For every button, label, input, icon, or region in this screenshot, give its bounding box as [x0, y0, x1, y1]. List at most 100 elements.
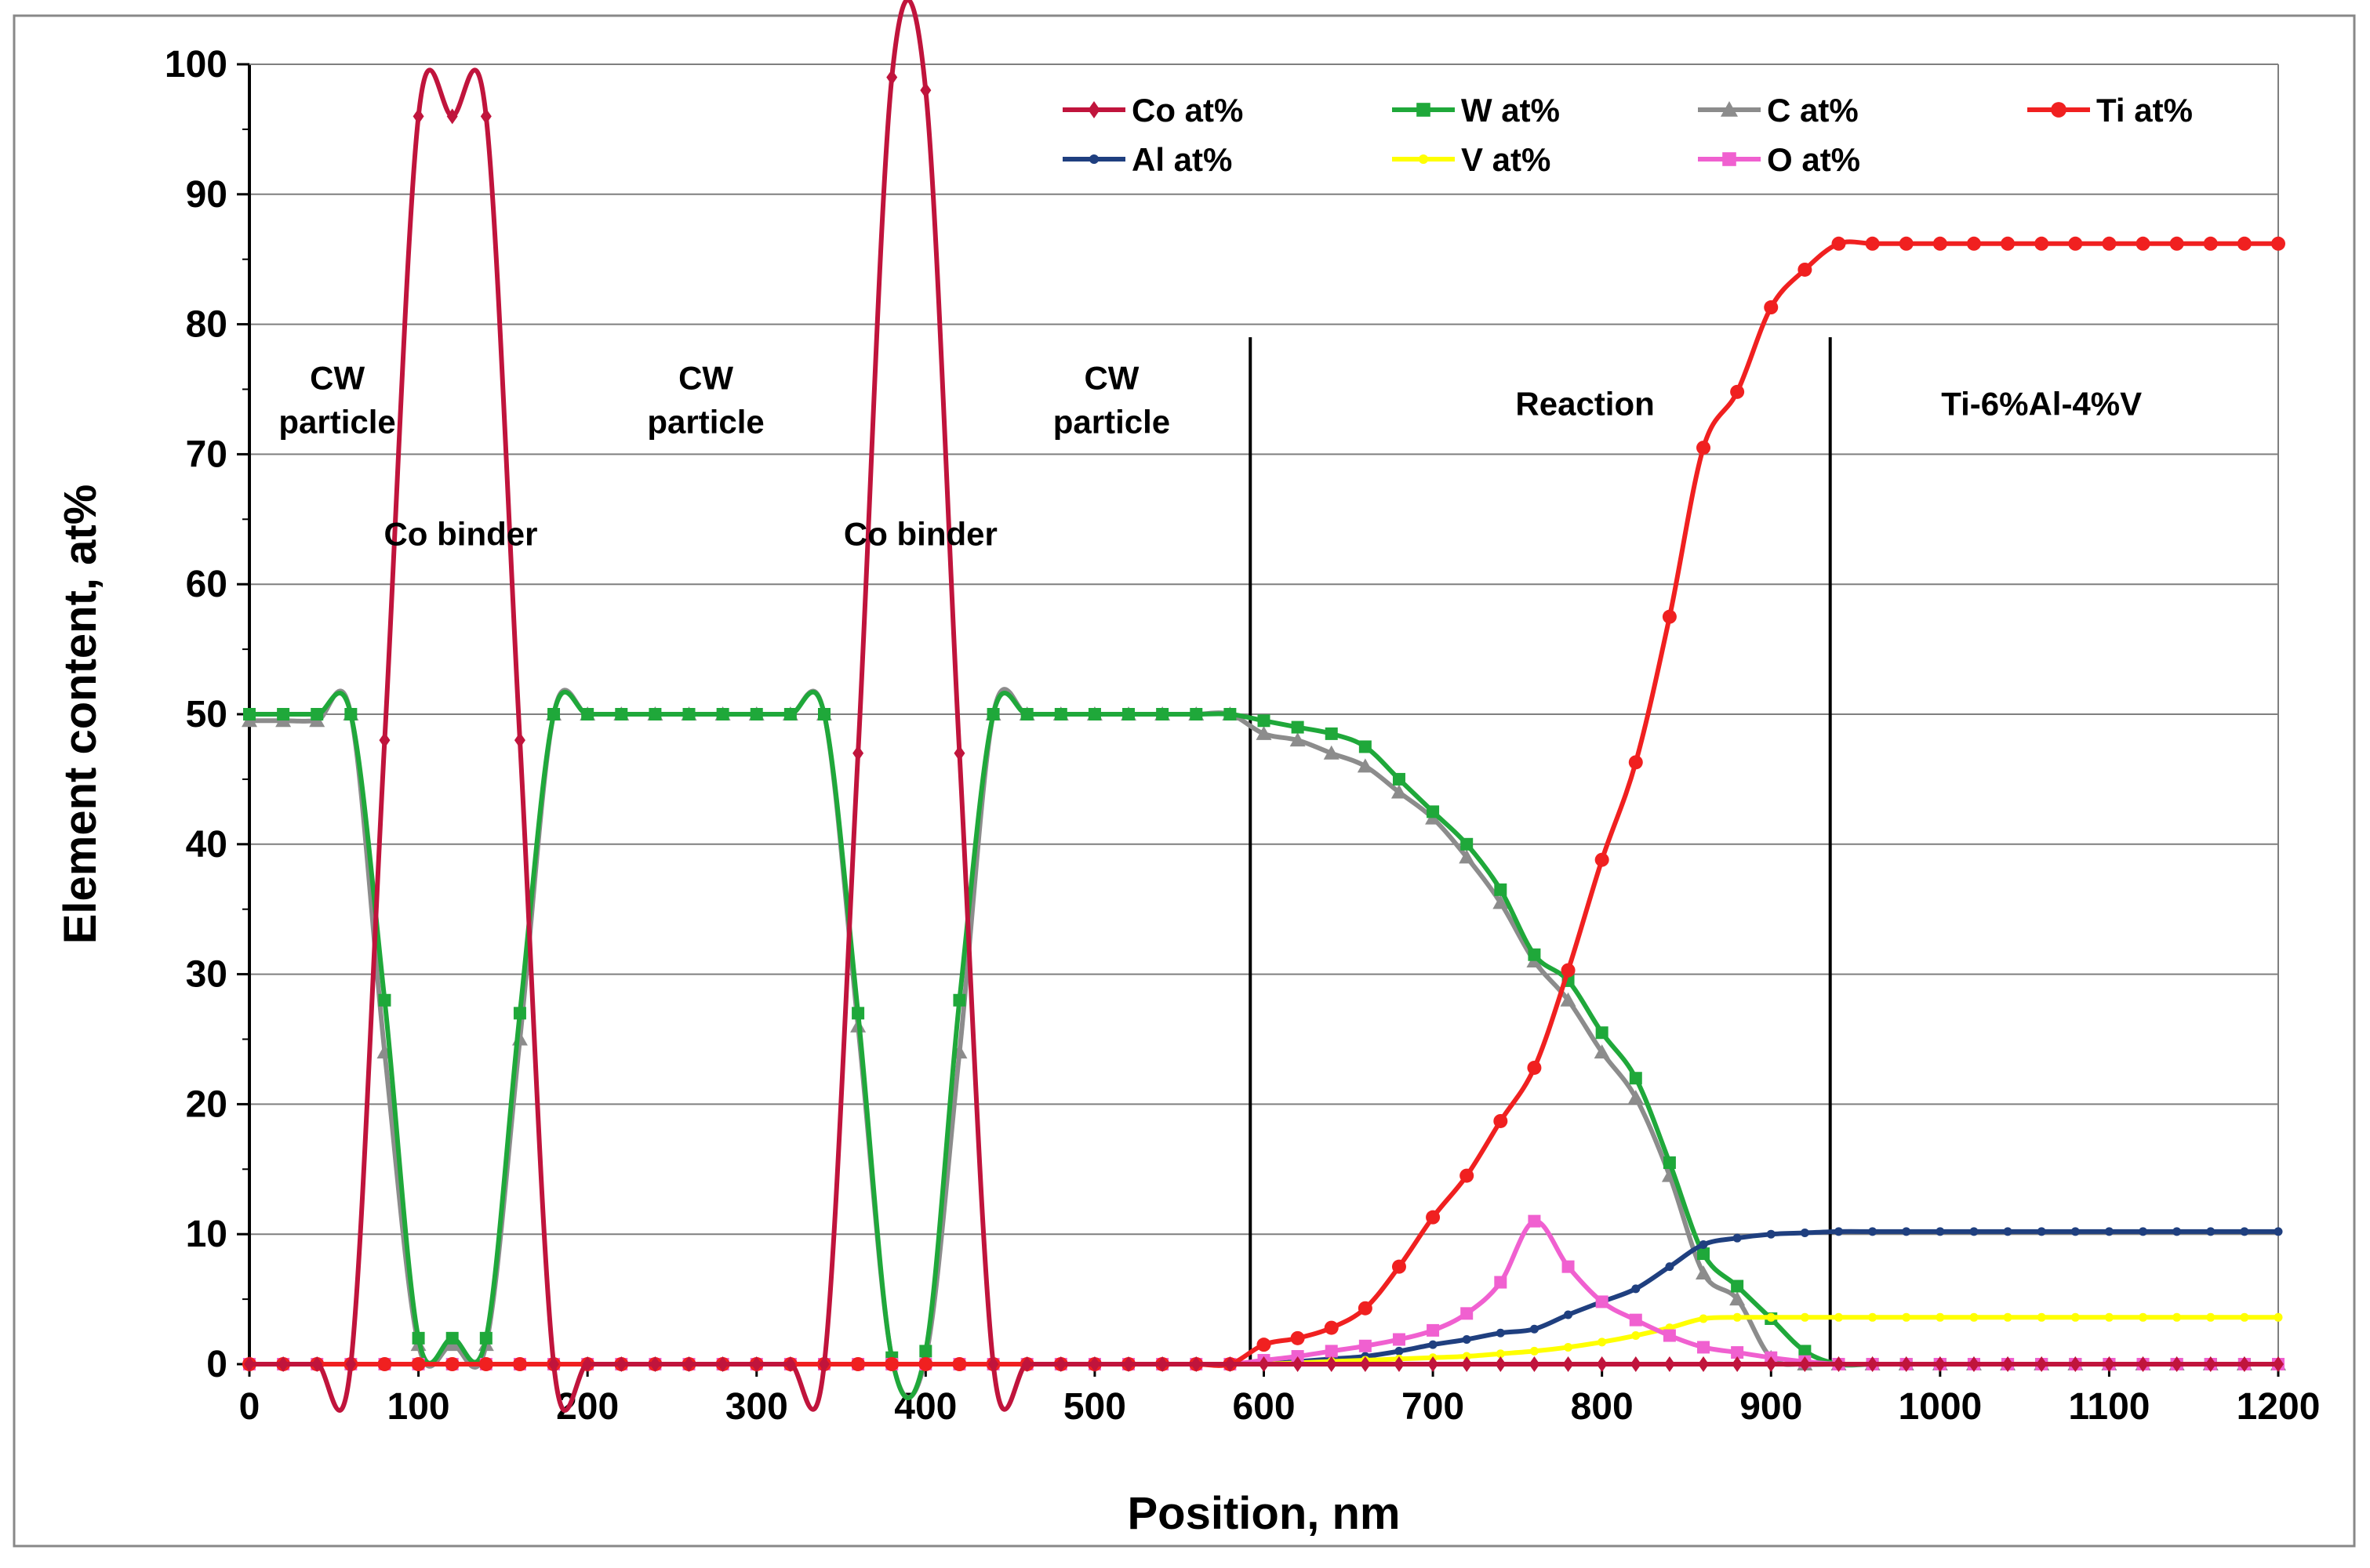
data-point-o — [1731, 1346, 1744, 1359]
data-point-al — [1834, 1227, 1843, 1236]
data-point-co — [278, 1356, 289, 1372]
data-point-co — [1663, 1356, 1675, 1372]
y-tick-label: 100 — [165, 44, 227, 85]
legend-label-o: O at% — [1767, 141, 1860, 178]
annotation-line: Ti-6%Al-4%V — [1941, 386, 2142, 423]
x-tick-label: 1200 — [2237, 1386, 2321, 1428]
legend-label-v: V at% — [1461, 141, 1550, 178]
data-point-al — [1394, 1346, 1404, 1356]
data-point-o — [1358, 1339, 1372, 1352]
annotation-line: particle — [647, 404, 764, 441]
annotation-label: CW particle — [278, 360, 395, 441]
data-point-w — [817, 708, 831, 720]
data-point-ti — [1662, 609, 1677, 624]
data-point-co — [1089, 1356, 1100, 1372]
data-point-c — [1256, 725, 1272, 740]
data-point-ti — [1899, 236, 1914, 251]
data-point-co — [1495, 1356, 1507, 1372]
y-tick-label: 20 — [186, 1083, 227, 1125]
x-axis-title: Position, nm — [1128, 1488, 1401, 1539]
data-point-c — [1323, 745, 1339, 760]
data-point-al — [2139, 1227, 2148, 1236]
data-point-co — [1900, 1356, 1912, 1372]
data-point-co — [920, 82, 932, 99]
data-point-c — [1357, 758, 1373, 773]
data-point-al — [2104, 1227, 2114, 1236]
y-tick-label: 40 — [186, 824, 227, 866]
data-point-c — [1390, 784, 1407, 799]
data-point-w — [1257, 714, 1270, 728]
data-point-al — [1428, 1340, 1438, 1349]
data-point-ti — [1831, 236, 1846, 251]
data-point-w — [1190, 708, 1203, 720]
annotation-label: Co binder — [844, 515, 998, 552]
data-point-w — [1629, 1072, 1642, 1085]
data-point-ti — [377, 1357, 392, 1371]
data-point-v — [1598, 1338, 1607, 1347]
data-point-o — [1460, 1307, 1474, 1320]
x-tick-label: 200 — [556, 1386, 619, 1428]
data-point-ti — [478, 1357, 493, 1371]
x-tick-label: 1000 — [1898, 1386, 1982, 1428]
data-point-al — [1969, 1227, 1979, 1236]
data-point-co — [751, 1356, 762, 1372]
data-point-w — [1731, 1279, 1744, 1293]
data-point-w — [1663, 1156, 1676, 1170]
data-point-v — [2104, 1312, 2114, 1322]
data-point-o — [1629, 1313, 1642, 1327]
data-point-al — [1564, 1310, 1573, 1319]
y-tick-label: 90 — [186, 174, 227, 216]
data-point-al — [1462, 1334, 1471, 1344]
data-point-w — [1156, 708, 1169, 720]
legend-label-c: C at% — [1767, 92, 1859, 129]
data-point-w — [311, 708, 324, 720]
data-point-co — [1055, 1356, 1067, 1372]
y-axis-title: Element content, at% — [55, 485, 106, 945]
x-tick-label: 300 — [725, 1386, 788, 1428]
data-point-co — [2036, 1356, 2048, 1372]
data-point-co — [1224, 1356, 1236, 1372]
data-point-w — [1325, 727, 1338, 740]
data-point-w — [1020, 708, 1034, 720]
data-point-w — [581, 708, 594, 720]
legend-marker-ti — [2051, 102, 2066, 118]
legend-item-v: V at% — [1392, 141, 1550, 178]
data-point-ti — [2068, 236, 2083, 251]
data-point-al — [1699, 1240, 1708, 1249]
legend-label-al: Al at% — [1132, 141, 1232, 178]
annotation-line: CW — [1084, 360, 1139, 397]
data-point-al — [2037, 1227, 2046, 1236]
data-point-al — [1766, 1229, 1776, 1239]
series-al — [1260, 1227, 2283, 1369]
data-point-co — [2137, 1356, 2149, 1372]
data-point-ti — [1426, 1210, 1441, 1225]
legend-marker-c — [1721, 101, 1738, 117]
data-point-ti — [1594, 852, 1609, 867]
data-point-v — [2172, 1312, 2182, 1322]
data-point-co — [1765, 1356, 1777, 1372]
data-point-al — [1902, 1227, 1911, 1236]
data-point-ti — [512, 1357, 527, 1371]
data-point-w — [445, 1331, 459, 1345]
data-point-co — [1021, 1356, 1033, 1372]
data-point-ti — [2237, 236, 2252, 251]
annotation-line: particle — [1053, 404, 1170, 441]
annotation-label: Ti-6%Al-4%V — [1941, 386, 2142, 423]
data-point-co — [244, 1356, 255, 1372]
data-point-al — [2003, 1227, 2012, 1236]
data-point-ti — [1256, 1338, 1271, 1352]
series-co — [244, 0, 2284, 1413]
x-tick-label: 500 — [1063, 1386, 1126, 1428]
data-point-w — [783, 708, 797, 720]
data-point-ti — [952, 1357, 967, 1371]
data-point-w — [953, 993, 966, 1007]
data-point-ti — [2034, 236, 2049, 251]
data-point-ti — [1290, 1330, 1305, 1345]
data-point-w — [1291, 720, 1304, 734]
data-point-co — [582, 1356, 594, 1372]
legend-item-c: C at% — [1698, 92, 1859, 129]
x-tick-label: 900 — [1739, 1386, 1802, 1428]
data-point-ti — [2169, 236, 2184, 251]
data-point-w — [1595, 1026, 1608, 1040]
